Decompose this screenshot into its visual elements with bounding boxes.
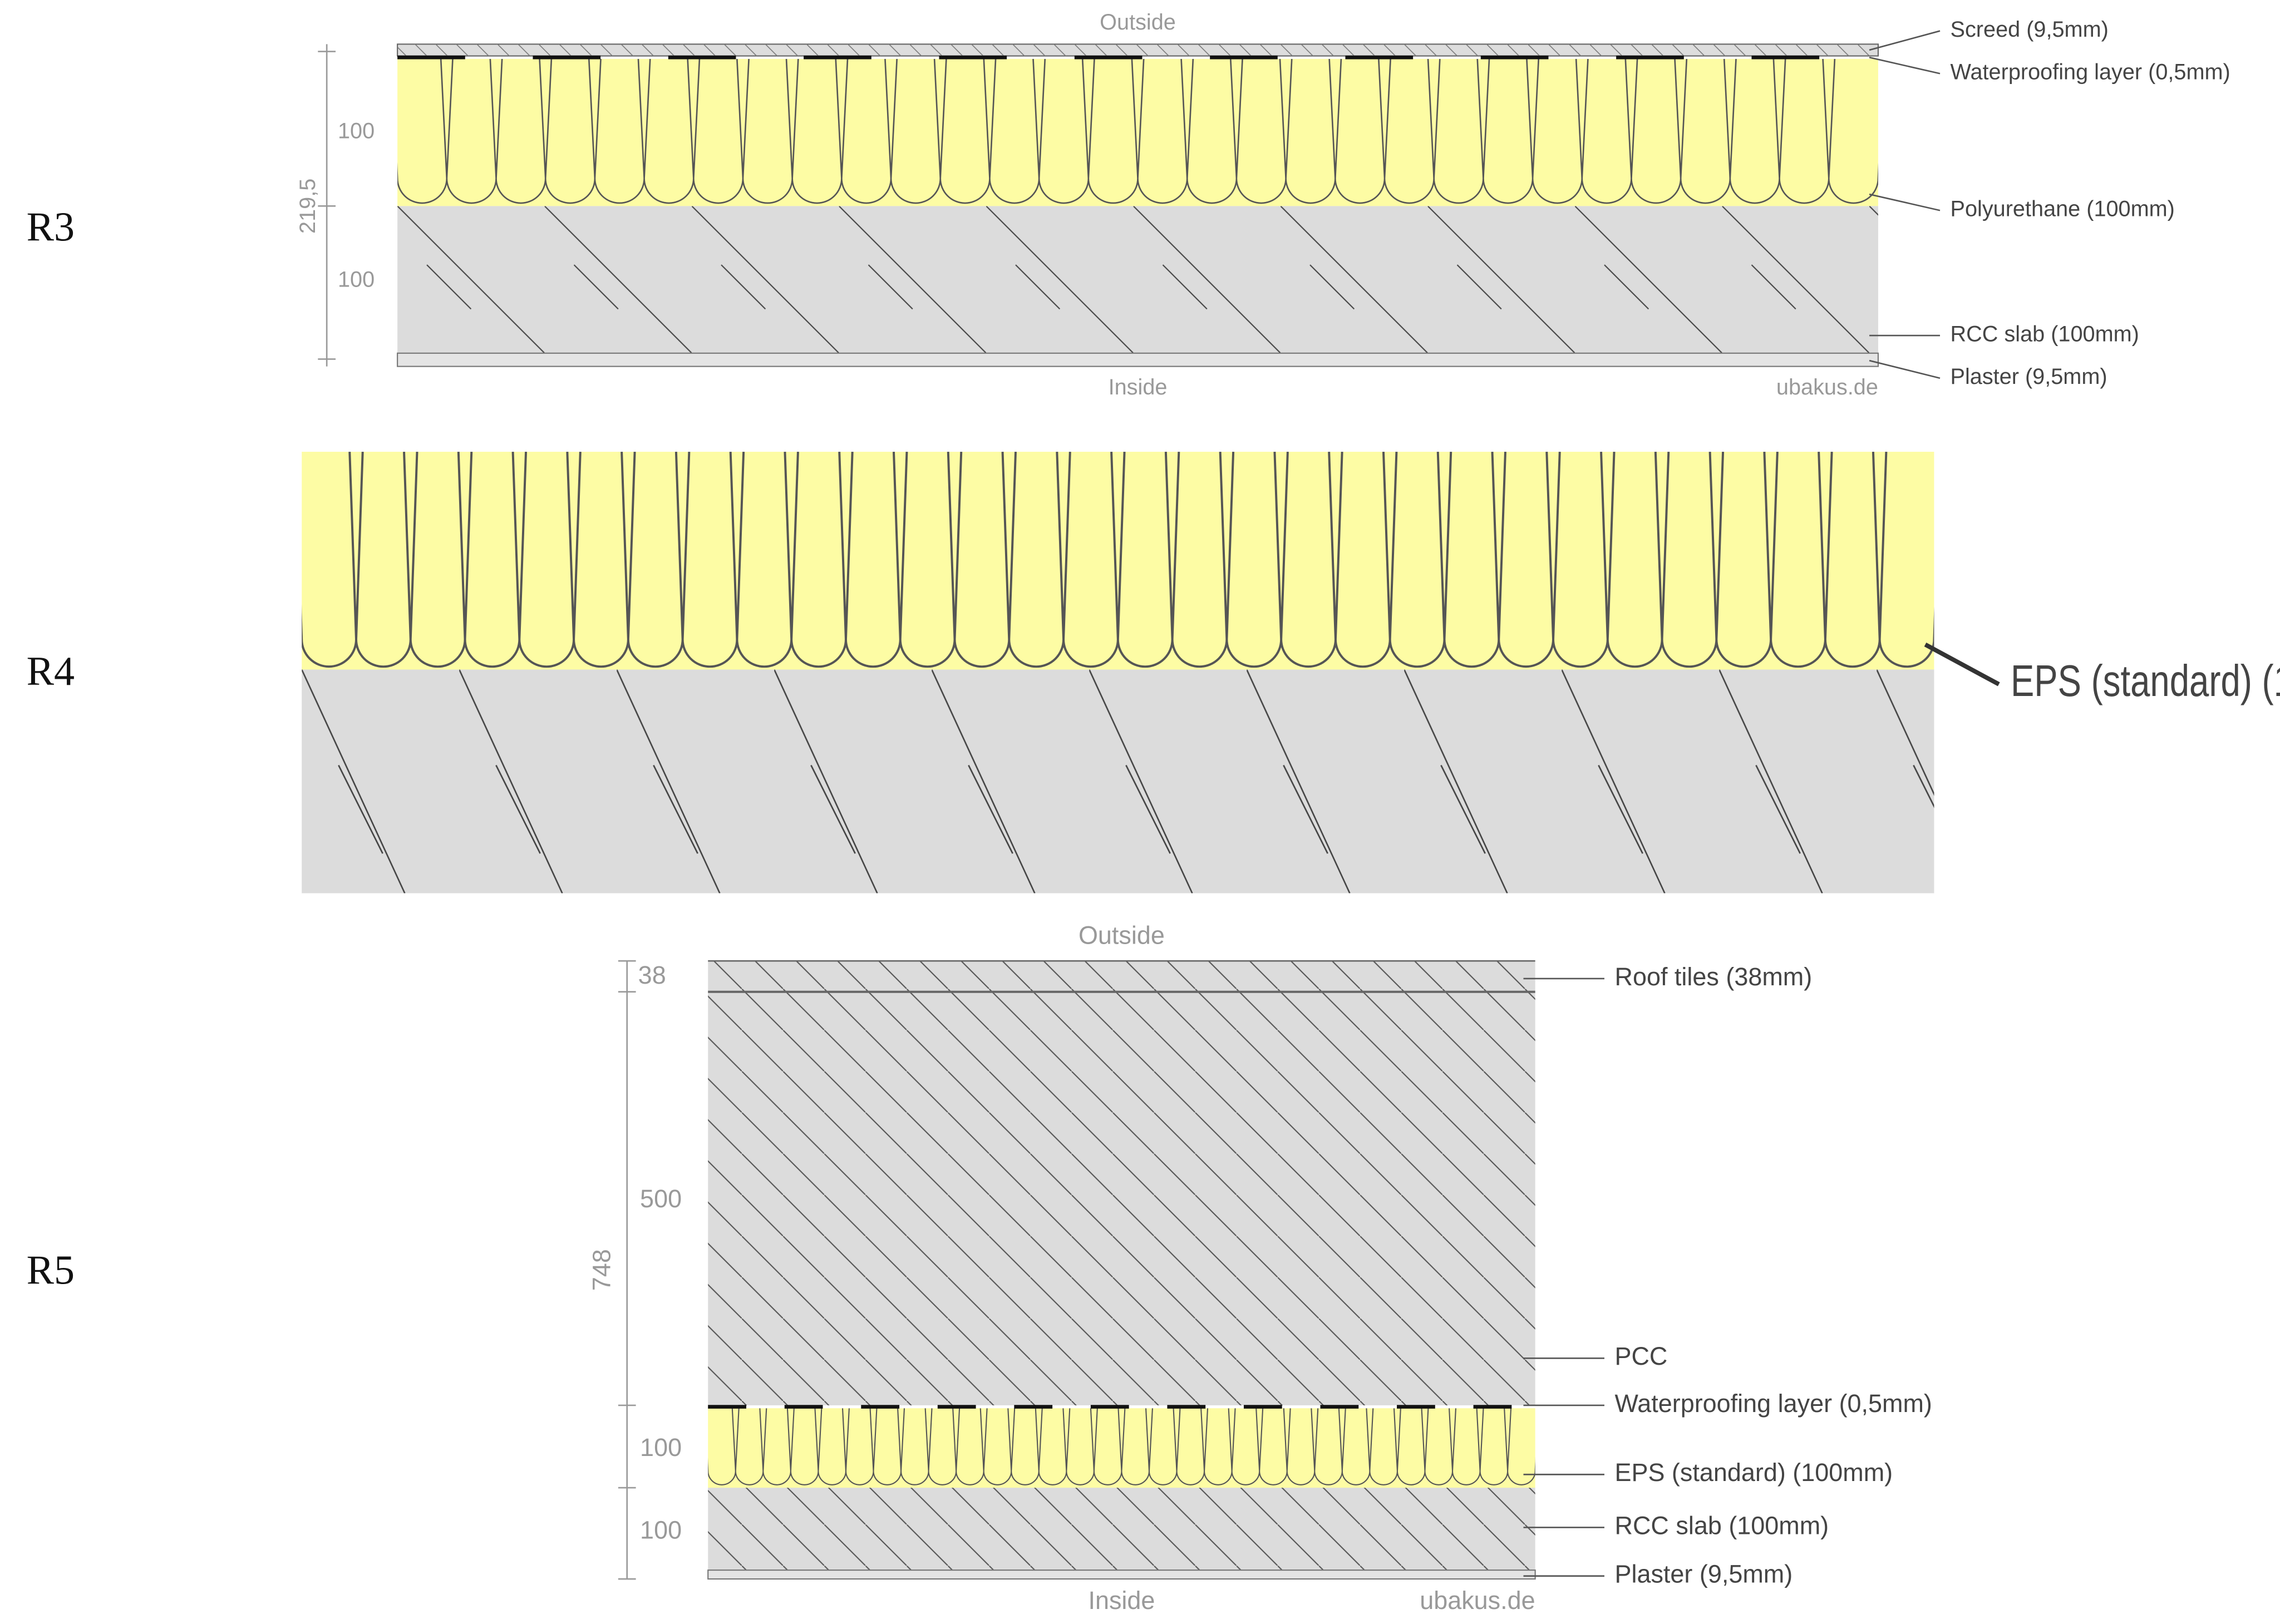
- row-label: R3: [27, 204, 75, 250]
- dim-part: 100: [640, 1516, 682, 1544]
- dim-part: 100: [338, 119, 375, 144]
- plaster: [707, 1569, 1536, 1580]
- dim-total: 748: [587, 1249, 615, 1291]
- layer-label: EPS (standard) (100mm: [2011, 656, 2280, 705]
- watermark: ubakus.de: [1776, 375, 1878, 399]
- insulation-loops: [708, 1408, 1535, 1485]
- layer-label: Waterproofing layer (0,5mm): [1951, 60, 2230, 85]
- watermark: ubakus.de: [1420, 1586, 1535, 1615]
- layer-label: Polyurethane (100mm): [1951, 197, 2175, 221]
- insulation-loops: [397, 58, 1878, 204]
- layer-label: RCC slab (100mm): [1614, 1511, 1829, 1539]
- plaster: [397, 352, 1879, 367]
- inside-label: Inside: [1109, 375, 1168, 399]
- outside-label: Outside: [1079, 921, 1165, 950]
- dim-part: 38: [638, 961, 666, 989]
- leader-lines: [1869, 30, 1941, 379]
- pcc-hatch: [708, 961, 1535, 1405]
- leader-line: [1924, 643, 2000, 687]
- insulation-fill: [708, 1408, 1535, 1488]
- dim-part: 100: [640, 1433, 682, 1462]
- layer-label: Screed (9,5mm): [1951, 17, 2109, 42]
- layer-label: Waterproofing layer (0,5mm): [1614, 1389, 1932, 1418]
- dim-part: 500: [640, 1184, 682, 1213]
- insulation: [708, 1408, 1535, 1488]
- dim-ticks: [618, 960, 636, 1580]
- leader-lines: [1523, 978, 1604, 1577]
- layer-label: RCC slab (100mm): [1951, 322, 2139, 347]
- insulation-loops: [302, 452, 1934, 668]
- layer-label: Plaster (9,5mm): [1951, 364, 2107, 389]
- row-label: R5: [27, 1248, 75, 1294]
- insulation: [397, 58, 1878, 206]
- inside-label: Inside: [1088, 1586, 1155, 1615]
- dim-part: 100: [338, 268, 375, 292]
- rcc-hatch: [397, 206, 1878, 353]
- layer-label: Plaster (9,5mm): [1614, 1560, 1793, 1588]
- rcc-hatch: [708, 1488, 1535, 1571]
- layer-label: Roof tiles (38mm): [1614, 962, 1812, 991]
- outside-label: Outside: [1100, 10, 1176, 34]
- screed-hatch: [397, 44, 1878, 56]
- insulation: [302, 452, 1934, 670]
- dim-total: 219,5: [296, 179, 320, 234]
- layer-label: PCC: [1614, 1342, 1667, 1370]
- layer-label: EPS (standard) (100mm): [1614, 1458, 1893, 1487]
- row-label: R4: [27, 649, 75, 694]
- rcc-hatch: [302, 669, 1934, 894]
